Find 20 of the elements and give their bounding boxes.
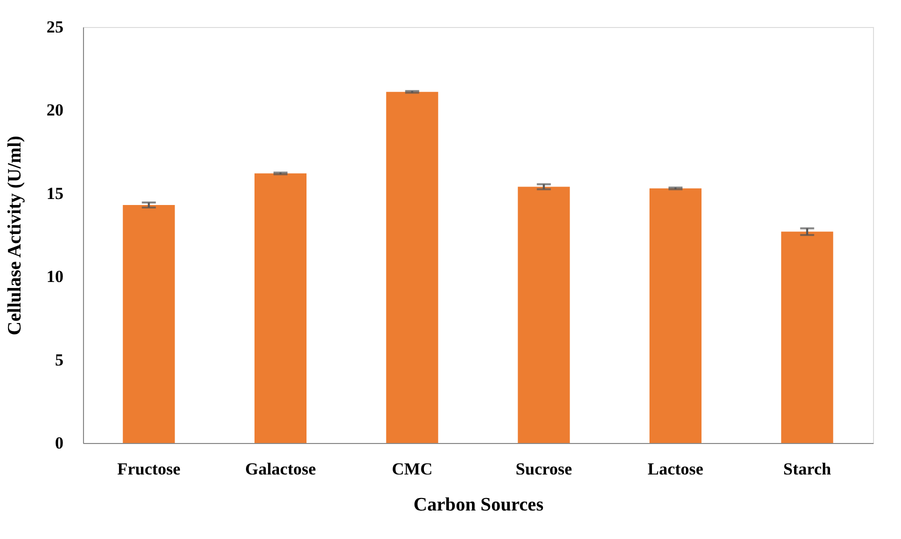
- bar: [781, 232, 834, 443]
- y-tick-label: 20: [46, 100, 64, 120]
- bar: [386, 92, 438, 443]
- x-tick-label: Galactose: [245, 460, 316, 478]
- y-tick-label: 0: [55, 434, 64, 452]
- x-axis-title: Carbon Sources: [413, 494, 544, 516]
- y-tick-label: 25: [46, 18, 64, 36]
- y-axis-title: Cellulase Activity (U/ml): [4, 136, 26, 336]
- bar: [650, 188, 702, 443]
- bar: [254, 173, 306, 443]
- x-tick-label: Starch: [783, 460, 832, 478]
- bar: [518, 186, 570, 443]
- x-tick-label: Lactose: [648, 460, 704, 478]
- bar: [122, 205, 175, 443]
- y-tick-label: 5: [55, 350, 64, 370]
- x-tick-label: Fructose: [117, 460, 181, 478]
- x-tick-label: Sucrose: [516, 460, 572, 478]
- x-tick-label: CMC: [392, 460, 432, 478]
- y-tick-label: 10: [46, 267, 64, 286]
- y-tick-label: 15: [46, 184, 64, 203]
